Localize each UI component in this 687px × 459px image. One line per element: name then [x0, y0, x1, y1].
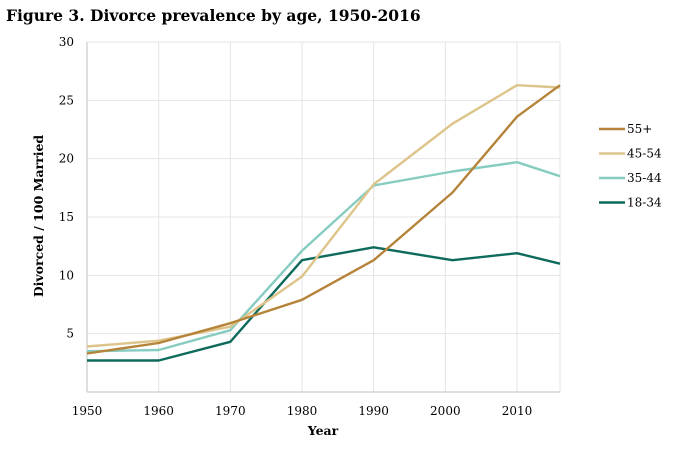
legend-label-35-44: 35-44 [627, 171, 662, 185]
legend-label-18-34: 18-34 [627, 196, 662, 210]
x-tick-labels: 1950 1960 1970 1980 1990 2000 2010 [72, 404, 533, 418]
legend-label-45-54: 45-54 [627, 147, 662, 161]
y-tick-label: 10 [59, 268, 74, 282]
x-tick-label: 1980 [287, 404, 318, 418]
series-lines [86, 83, 561, 362]
y-tick-label: 5 [66, 327, 74, 341]
series-line-45-54 [86, 83, 561, 348]
x-tick-label: 1970 [215, 404, 246, 418]
x-tick-label: 2000 [430, 404, 461, 418]
series-line-55+ [86, 84, 561, 355]
legend: 55+ 45-54 35-44 18-34 [599, 122, 662, 210]
y-axis-label: Divorced / 100 Married [31, 135, 46, 298]
y-tick-labels: 5 10 15 20 25 30 [59, 35, 74, 341]
x-tick-label: 2010 [502, 404, 533, 418]
y-tick-label: 15 [59, 210, 74, 224]
x-axis-label: Year [307, 423, 339, 438]
y-tick-label: 25 [59, 93, 74, 107]
y-tick-label: 30 [59, 35, 74, 49]
grid-lines [87, 41, 561, 392]
x-tick-label: 1950 [72, 404, 103, 418]
x-tick-label: 1990 [358, 404, 389, 418]
axes [86, 42, 560, 393]
x-tick-label: 1960 [143, 404, 174, 418]
series-line-35-44 [86, 160, 561, 353]
legend-label-55+: 55+ [627, 122, 652, 136]
chart-title: Figure 3. Divorce prevalence by age, 195… [6, 6, 421, 25]
series-line-18-34 [87, 246, 561, 362]
y-tick-label: 20 [59, 152, 74, 166]
